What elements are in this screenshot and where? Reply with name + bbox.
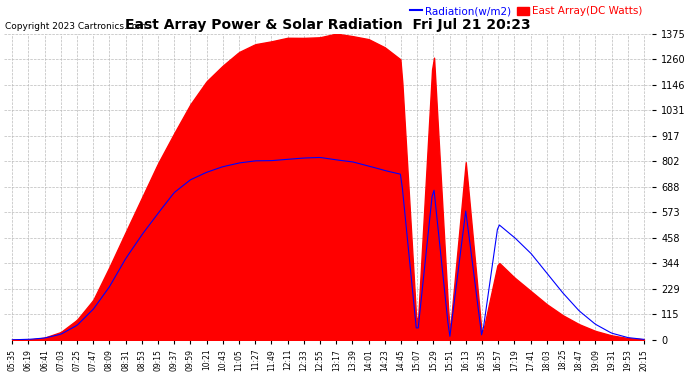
Legend: Radiation(w/m2), East Array(DC Watts): Radiation(w/m2), East Array(DC Watts) xyxy=(406,2,647,20)
Text: Copyright 2023 Cartronics.com: Copyright 2023 Cartronics.com xyxy=(6,21,146,30)
Title: East Array Power & Solar Radiation  Fri Jul 21 20:23: East Array Power & Solar Radiation Fri J… xyxy=(126,18,531,33)
